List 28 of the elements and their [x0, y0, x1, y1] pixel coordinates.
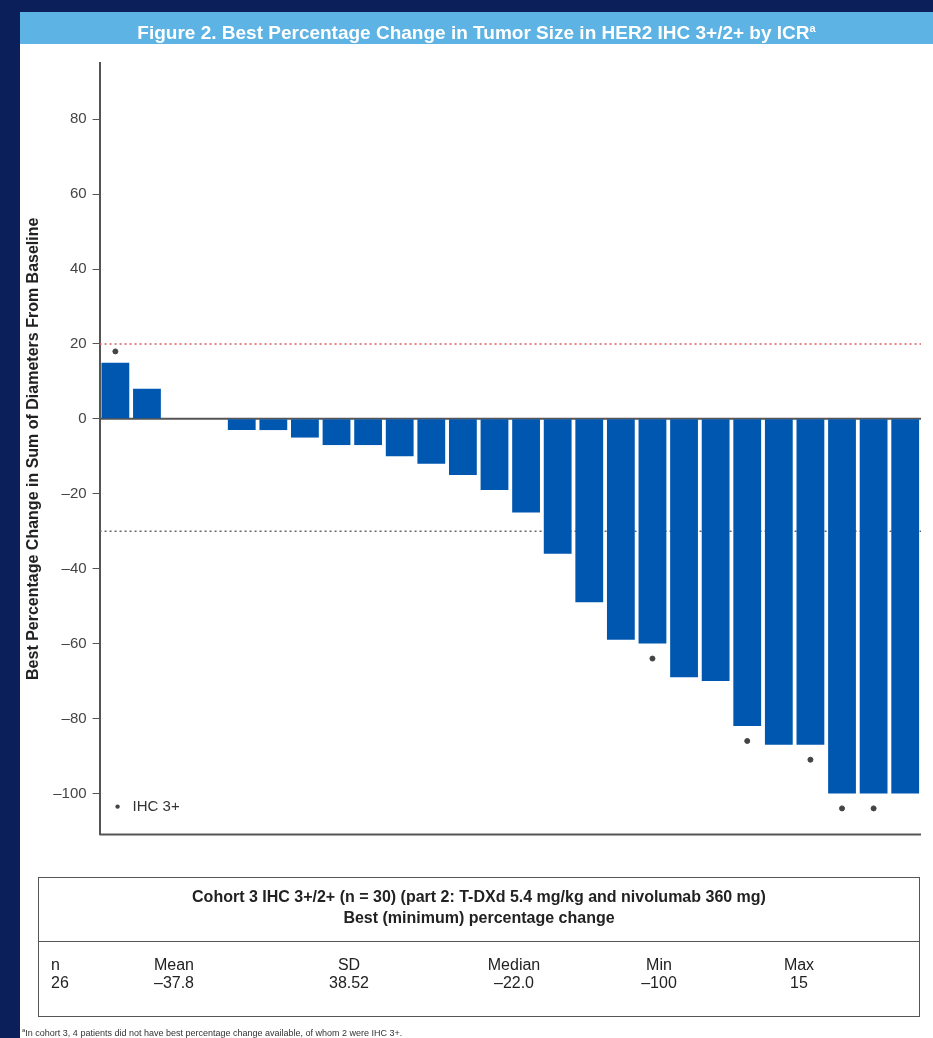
y-tick-label: –40	[61, 558, 87, 576]
y-tick-label: –60	[61, 633, 87, 651]
y-tick-label: 40	[69, 259, 87, 277]
text: 15	[790, 974, 808, 991]
text: Best (minimum) percentage change	[342, 908, 616, 928]
text: n	[51, 956, 60, 973]
text: Max	[783, 956, 815, 973]
y-tick-label: –20	[61, 483, 87, 501]
y-axis-title: Best Percentage Change in Sum of Diameters From Baseline	[24, 217, 42, 680]
text: –100	[641, 974, 677, 991]
y-tick-label: 0	[78, 408, 87, 426]
text: –22.0	[493, 974, 535, 991]
text: Cohort 3 IHC 3+/2+ (n = 30) (part 2: T-DXd 5.4 mg/kg and nivolumab 360 mg)	[191, 887, 767, 907]
y-tick-label: –100	[53, 783, 87, 801]
text: IHC 3+	[132, 796, 180, 814]
text: SD	[337, 956, 361, 973]
text: Min	[646, 956, 672, 973]
text: Median	[487, 956, 541, 973]
y-tick-label: 20	[69, 334, 87, 352]
y-tick-label: –80	[61, 708, 87, 726]
text: 38.52	[328, 974, 370, 991]
text: Mean	[153, 956, 195, 973]
y-tick-label: 60	[69, 184, 87, 202]
text: $^{a}$In cohort 3, 4 patients did not have best percentage change available, of whom 2 were IHC 3+.	[22, 1027, 403, 1038]
text: –37.8	[153, 974, 195, 991]
chart-title: Figure 2. Best Percentage Change in Tumor Size in HER2 IHC 3+/2+ by ICR$^{a}$	[20, 12, 933, 44]
text: 26	[51, 974, 69, 991]
y-tick-label: 80	[69, 109, 87, 127]
